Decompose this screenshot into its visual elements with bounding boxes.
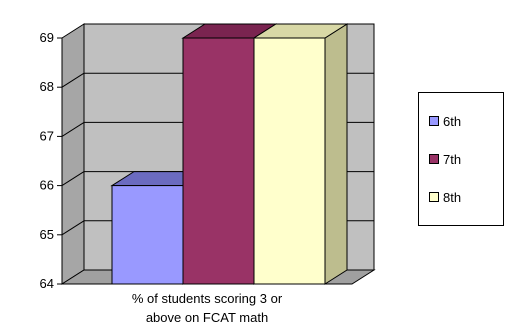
chart-legend: 6th 7th 8th (418, 92, 504, 226)
gridline-side (61, 171, 85, 187)
bar-front-6th (111, 185, 184, 285)
legend-label-7th: 7th (443, 151, 462, 167)
y-tick-label: 66 (40, 178, 54, 193)
legend-item-7th: 7th (429, 151, 461, 167)
legend-swatch-6th (429, 116, 439, 126)
y-tick-label: 69 (40, 30, 54, 45)
bar-side-8th (324, 23, 348, 285)
gridline-side (61, 121, 85, 137)
legend-item-6th: 6th (429, 113, 461, 129)
gridline-side (61, 220, 85, 236)
gridline-side (61, 72, 85, 88)
y-tick-label: 65 (40, 227, 54, 242)
category-label: % of students scoring 3 or above on FCAT… (62, 289, 352, 327)
legend-swatch-8th (429, 192, 439, 202)
category-label-line-1: % of students scoring 3 or (131, 291, 283, 306)
legend-item-8th: 8th (429, 189, 461, 205)
bar-front-8th (253, 37, 326, 285)
legend-swatch-7th (429, 154, 439, 164)
legend-label-6th: 6th (443, 113, 462, 129)
bar-front-7th (182, 37, 255, 285)
y-tick-label: 64 (40, 276, 54, 291)
bar-8th (252, 23, 349, 285)
y-tick-label: 67 (40, 128, 54, 143)
side-wall (61, 23, 85, 285)
y-tick-label: 68 (40, 79, 54, 94)
legend-label-8th: 8th (443, 189, 462, 205)
category-label-line-2: above on FCAT math (145, 310, 269, 325)
